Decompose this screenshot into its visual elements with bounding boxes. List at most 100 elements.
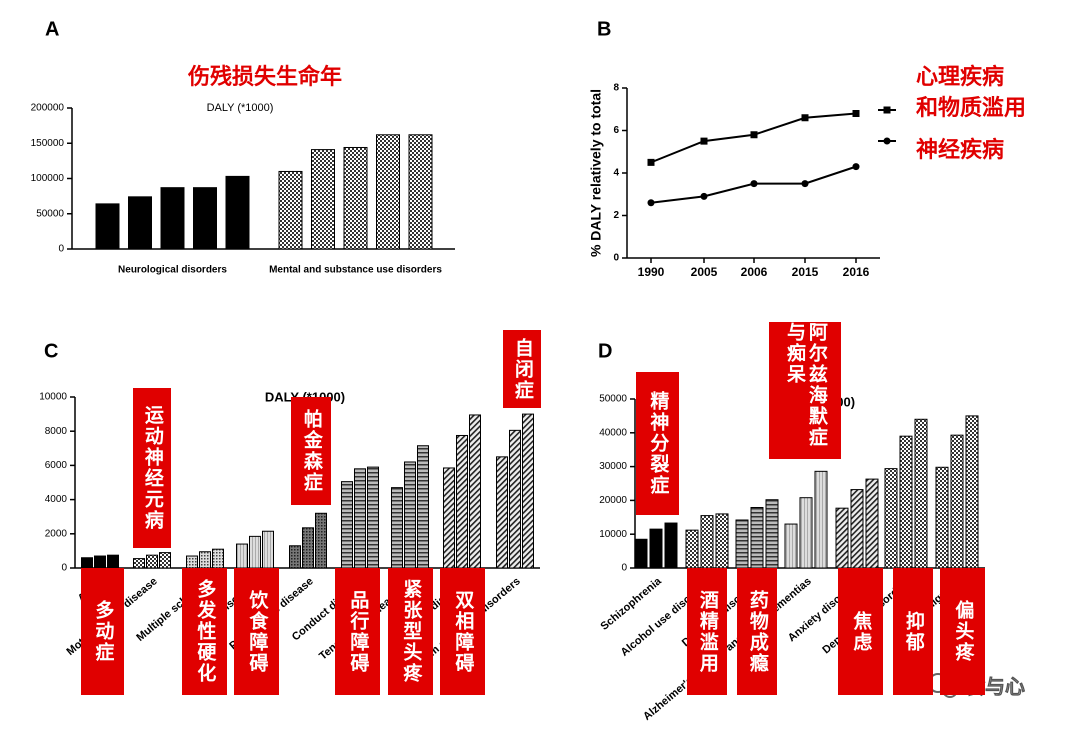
bar (404, 461, 416, 569)
bar (685, 529, 699, 569)
y-tick-label: 200000 (31, 103, 65, 114)
bar (765, 499, 779, 569)
marker (801, 180, 809, 188)
y-tick-label: 100000 (31, 173, 65, 184)
annotation: 偏头疼 (940, 568, 985, 695)
bar (850, 489, 864, 569)
bar (784, 523, 798, 569)
bar (814, 470, 828, 569)
y-tick-label: 150000 (31, 138, 65, 149)
bar (935, 466, 949, 569)
y-tick-label: 2 (613, 210, 619, 221)
annotation: 精神分裂症 (636, 372, 679, 515)
bar (750, 506, 764, 569)
bar (225, 175, 250, 250)
bar (341, 481, 353, 569)
bar (391, 487, 403, 569)
y-tick-label: 50000 (599, 394, 627, 405)
bar (408, 134, 433, 250)
x-tick-label: Mental and substance use disorders (269, 265, 442, 276)
bar (160, 187, 185, 250)
y-tick-label: 6 (613, 125, 619, 136)
panel-label: C (44, 340, 58, 362)
bar (302, 527, 314, 569)
bar (262, 530, 274, 569)
bar (700, 515, 714, 569)
annotation: 多动症 (81, 568, 124, 695)
marker (647, 158, 655, 166)
bar (884, 468, 898, 569)
bar (496, 456, 508, 569)
bar (735, 519, 749, 569)
bar (278, 170, 303, 250)
annotation: 运动神经元病 (133, 388, 171, 548)
annotation: 阿尔兹海默症与痴呆 (769, 322, 841, 459)
y-tick-label: 40000 (599, 427, 627, 438)
bar (899, 435, 913, 569)
bar (315, 512, 327, 569)
annotation: 焦虑 (838, 568, 883, 695)
legend-label: 心理疾病 和物质滥用 (916, 65, 1027, 121)
annotation: 抑郁 (893, 568, 933, 695)
bar (799, 497, 813, 569)
marker (700, 192, 708, 200)
y-tick-label: 6000 (45, 460, 68, 471)
y-tick-label: 0 (621, 563, 627, 574)
y-axis-label: % DALY relatively to total (588, 89, 604, 257)
bar (354, 468, 366, 569)
bar (133, 558, 145, 569)
bar (865, 478, 879, 569)
panel-label: A (45, 18, 59, 40)
x-tick-label: 2016 (843, 265, 870, 279)
bar (159, 552, 171, 569)
bar (186, 555, 198, 569)
bar (146, 554, 158, 569)
marker (750, 131, 758, 139)
bar (199, 551, 211, 569)
annotation: 品行障碍 (335, 568, 380, 695)
y-tick-label: 0 (61, 563, 67, 574)
y-tick-label: 0 (613, 253, 619, 264)
y-tick-label: 4 (613, 168, 619, 179)
marker (852, 163, 860, 171)
bar (950, 434, 964, 569)
bar (509, 429, 521, 569)
chart-subtitle: DALY (*1000) (207, 102, 274, 114)
bar (914, 418, 928, 569)
marker (883, 137, 891, 145)
annotation: 双相障碍 (440, 568, 485, 695)
y-tick-label: 4000 (45, 494, 68, 505)
bar (376, 134, 400, 250)
marker (852, 110, 860, 117)
bar (107, 554, 119, 569)
bar (367, 466, 379, 569)
marker (700, 137, 708, 145)
annotation: 饮食障碍 (234, 568, 279, 695)
y-tick-label: 2000 (45, 528, 68, 539)
panel-label: D (598, 340, 612, 362)
chart-title: 伤残损失生命年 (187, 64, 342, 89)
bar (95, 203, 120, 250)
bar (965, 415, 979, 569)
y-tick-label: 8 (613, 83, 619, 94)
marker (883, 106, 891, 114)
y-tick-label: 10000 (599, 529, 627, 540)
x-tick-label: Alzheimer's disease and other dementias (641, 575, 814, 723)
bar (81, 557, 93, 569)
bar (94, 555, 106, 569)
bar (212, 548, 224, 569)
bar (664, 522, 678, 569)
y-tick-label: 30000 (599, 461, 627, 472)
marker (801, 114, 809, 122)
bar (715, 513, 729, 569)
bar (193, 187, 217, 250)
bar (289, 545, 301, 569)
x-tick-label: 2005 (691, 265, 718, 279)
y-tick-label: 50000 (36, 208, 64, 219)
marker (647, 199, 655, 207)
y-tick-label: 0 (58, 244, 64, 255)
bar (835, 507, 849, 569)
bar (649, 528, 663, 569)
bar (128, 196, 152, 250)
